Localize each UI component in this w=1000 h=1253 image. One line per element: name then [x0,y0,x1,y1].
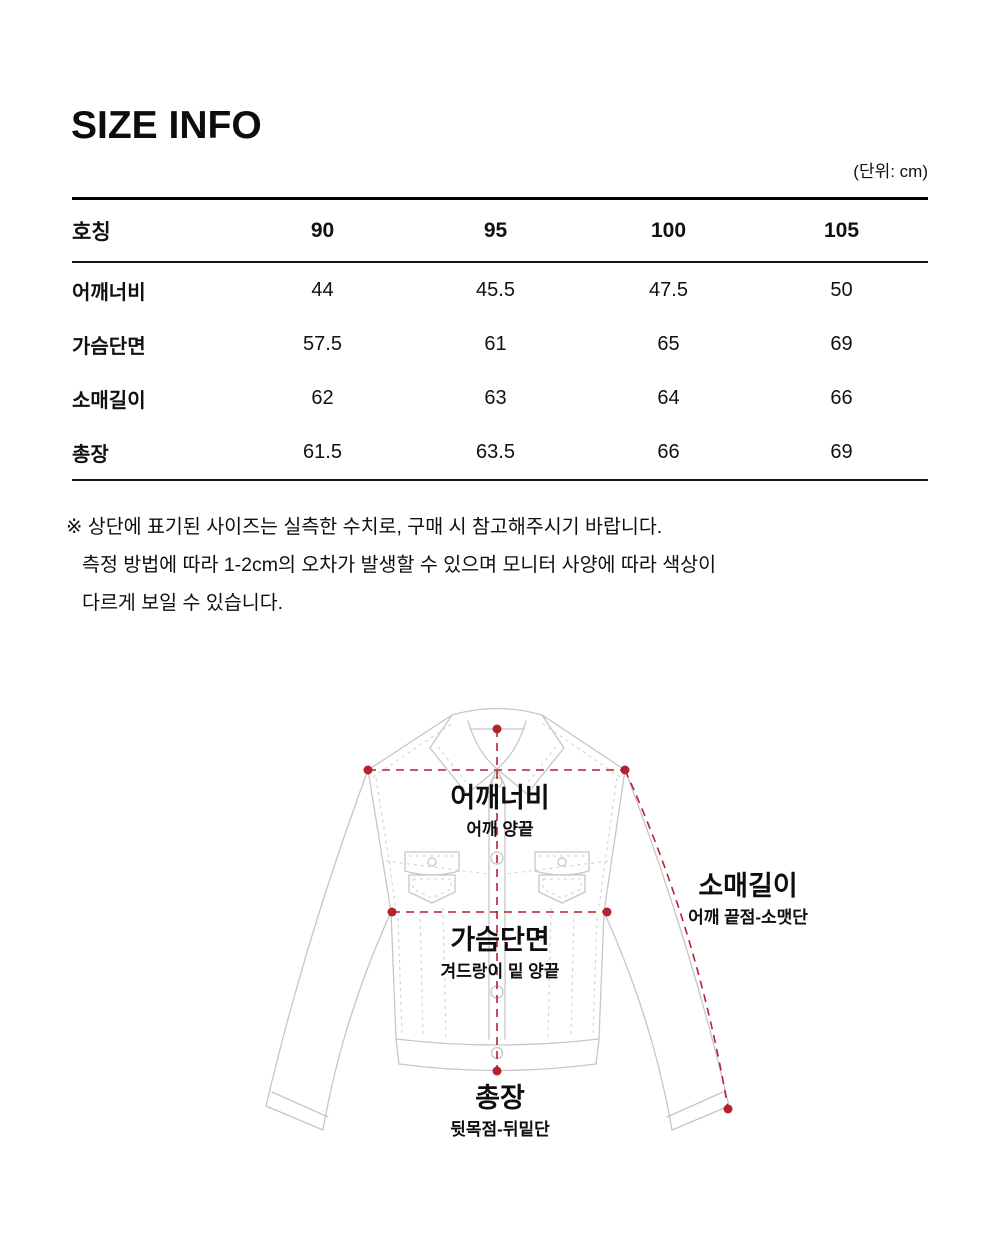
cell-value: 69 [830,332,853,355]
note-line-1: ※ 상단에 표기된 사이즈는 실측한 수치로, 구매 시 참고해주시기 바랍니다… [66,516,663,538]
unit-label: (단위: cm) [853,162,928,181]
cell-value: 45.5 [476,278,515,301]
table-row-sleeve: 소매길이 62 63 64 66 [72,371,928,425]
row-label-length: 총장 [72,443,109,466]
jacket-diagram [265,707,733,1131]
button [490,851,504,865]
size-table-header-size-90: 90 [236,198,409,263]
label-shoulder-width: 어깨너비 어깨 양끝 [370,783,630,839]
label-shoulder-subtitle: 어깨 양끝 [466,820,534,839]
table-row-shoulder: 어깨너비 44 45.5 47.5 50 [72,262,928,317]
label-chest-title: 가슴단면 [450,925,550,955]
label-sleeve-subtitle: 어깨 끝점-소맷단 [688,908,808,927]
jacket-outline [265,707,730,1131]
size-disclaimer: ※ 상단에 표기된 사이즈는 실측한 수치로, 구매 시 참고해주시기 바랍니다… [66,508,716,622]
label-chest-width: 가슴단면 겨드랑이 밑 양끝 [370,925,630,981]
cell-value: 66 [657,440,680,463]
label-chest-subtitle: 겨드랑이 밑 양끝 [440,962,560,981]
measurement-lines [368,729,729,1110]
note-line-2: 측정 방법에 따라 1-2cm의 오차가 발생할 수 있으며 모니터 사양에 따… [82,554,717,576]
collar [429,707,565,795]
pocket [538,874,586,904]
measurement-dots [363,724,733,1114]
page-title: SIZE INFO [71,104,262,147]
pocket [408,874,456,904]
row-label-shoulder: 어깨너비 [72,281,146,304]
row-label-sleeve: 소매길이 [72,389,146,412]
cell-value: 65 [657,332,680,355]
row-label-chest: 가슴단면 [72,335,146,358]
cell-value: 69 [830,440,853,463]
cell-value: 64 [657,386,680,409]
sleeve-measure-line [624,769,729,1110]
size-table: 호칭 90 95 100 105 어깨너비 44 45.5 47.5 50 가슴… [72,197,928,481]
table-row-chest: 가슴단면 57.5 61 65 69 [72,317,928,371]
cell-value: 62 [311,386,334,409]
cell-value: 66 [830,386,853,409]
cell-value: 61.5 [303,440,342,463]
label-total-length: 총장 뒷목점-뒤밑단 [370,1083,630,1139]
table-row-length: 총장 61.5 63.5 66 69 [72,425,928,480]
label-length-subtitle: 뒷목점-뒤밑단 [450,1120,550,1139]
size-table-header-size-95: 95 [409,198,582,263]
cell-value: 57.5 [303,332,342,355]
label-sleeve-title: 소매길이 [698,871,798,901]
cell-value: 61 [484,332,507,355]
jacket-stitching [372,721,621,1039]
label-sleeve-length: 소매길이 어깨 끝점-소맷단 [618,871,878,927]
cell-value: 44 [311,278,334,301]
label-length-title: 총장 [475,1083,525,1113]
cell-value: 63 [484,386,507,409]
note-line-3: 다르게 보일 수 있습니다. [82,592,284,614]
cell-value: 63.5 [476,440,515,463]
size-table-header-size-100: 100 [582,198,755,263]
cell-value: 50 [830,278,853,301]
size-table-header-row: 호칭 90 95 100 105 [72,198,928,263]
size-table-header-size-105: 105 [755,198,928,263]
size-table-header-label: 호칭 [72,198,236,263]
cell-value: 47.5 [649,278,688,301]
label-shoulder-title: 어깨너비 [450,783,550,813]
